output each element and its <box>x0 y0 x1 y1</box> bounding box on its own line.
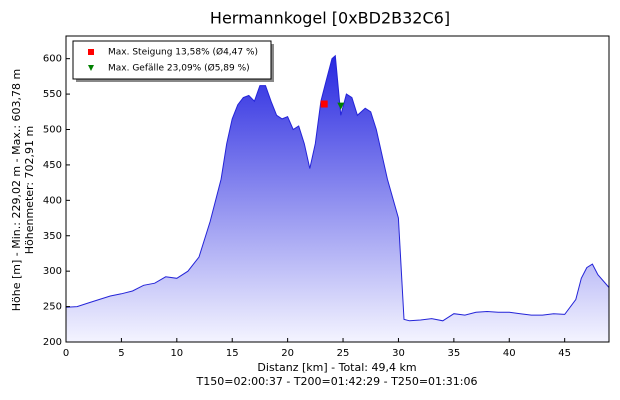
x-tick-label: 0 <box>63 348 69 359</box>
x-axis-label: Distanz [km] - Total: 49,4 km <box>257 361 416 374</box>
marker <box>337 102 345 110</box>
y-tick-label: 300 <box>43 266 62 277</box>
y-tick-label: 350 <box>43 231 62 242</box>
chart-title: Hermannkogel [0xBD2B32C6] <box>210 9 450 28</box>
x-tick-label: 45 <box>558 348 571 359</box>
y-tick-label: 500 <box>43 125 62 136</box>
legend-symbol <box>88 65 94 71</box>
x-tick-label: 5 <box>118 348 124 359</box>
y-axis-label: Höhenmeter: 702,91 m <box>23 126 36 255</box>
y-tick-label: 200 <box>43 337 62 348</box>
profile-line <box>65 54 610 322</box>
x-tick-label: 35 <box>447 348 460 359</box>
area-fill <box>66 55 609 343</box>
x-tick-label: 30 <box>392 348 405 359</box>
legend-label: Max. Steigung 13,58% (Ø4,47 %) <box>108 47 258 58</box>
y-tick-label: 400 <box>43 195 62 206</box>
y-tick-label: 600 <box>43 54 62 65</box>
y-tick-label: 550 <box>43 89 62 100</box>
y-tick-label: 250 <box>43 302 62 313</box>
legend-label: Max. Gefälle 23,09% (Ø5,89 %) <box>108 63 250 74</box>
legend-box <box>72 40 272 80</box>
y-tick-label: 450 <box>43 160 62 171</box>
legend-symbol <box>88 49 94 55</box>
x-tick-label: 25 <box>337 348 350 359</box>
plot-frame <box>65 35 610 343</box>
x-axis-label: T150=02:00:37 - T200=01:42:29 - T250=01:… <box>196 375 478 388</box>
x-tick-label: 10 <box>170 348 183 359</box>
y-axis-label: Höhe [m] - Min.: 229,02 m - Max.: 603,78… <box>10 69 23 312</box>
x-tick-label: 40 <box>503 348 516 359</box>
x-tick-label: 20 <box>281 348 294 359</box>
marker <box>320 100 328 108</box>
x-tick-label: 15 <box>226 348 239 359</box>
